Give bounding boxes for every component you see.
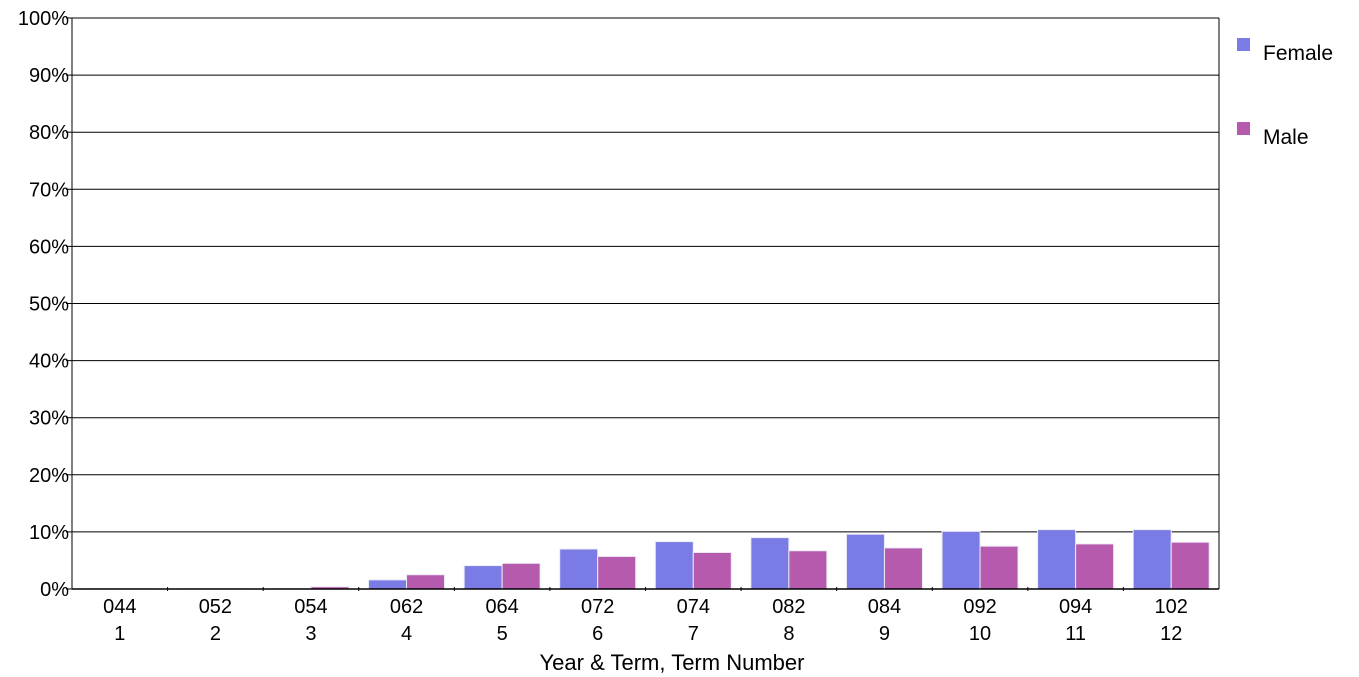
legend-swatch-male (1237, 122, 1250, 135)
bars (81, 529, 1210, 590)
x-term-number-label: 11 (1065, 623, 1086, 645)
x-tick-label: 084 (868, 596, 901, 618)
x-term-number-label: 5 (497, 623, 508, 645)
bar-male-094 (1075, 543, 1115, 590)
y-tick-label: 30% (29, 408, 69, 430)
bar-male-072 (597, 555, 637, 590)
gridlines (72, 17, 1220, 589)
x-tick-label: 054 (294, 596, 327, 618)
x-term-number-label: 8 (783, 623, 794, 645)
x-tick-label: 102 (1155, 596, 1188, 618)
bar-female-062 (368, 579, 408, 590)
y-tick-label: 10% (29, 522, 69, 544)
x-tick-label: 092 (963, 596, 996, 618)
legend: Female Male (1237, 38, 1333, 149)
axes (66, 17, 1219, 591)
y-tick-label: 50% (29, 294, 69, 316)
legend-label-male: Male (1263, 126, 1309, 149)
bar-female-084 (845, 533, 885, 590)
legend-label-female: Female (1263, 42, 1333, 65)
x-term-number-label: 12 (1160, 623, 1182, 645)
x-term-number-label: 7 (688, 623, 699, 645)
tick-labels: 0%10%20%30%40%50%60%70%80%90%100%0441052… (18, 8, 1188, 645)
bar-female-102 (1132, 529, 1172, 590)
x-term-number-label: 10 (969, 623, 991, 645)
x-term-number-label: 3 (305, 623, 316, 645)
bar-male-074 (692, 551, 732, 590)
y-tick-label: 70% (29, 179, 69, 201)
bar-female-064 (463, 565, 503, 590)
x-tick-label: 074 (677, 596, 710, 618)
bar-female-074 (654, 541, 694, 590)
x-tick-label: 094 (1059, 596, 1092, 618)
bar-male-082 (788, 550, 828, 590)
x-term-number-label: 4 (401, 623, 412, 645)
bar-male-092 (979, 545, 1019, 590)
x-term-number-label: 9 (879, 623, 890, 645)
x-tick-label: 072 (581, 596, 614, 618)
y-tick-label: 60% (29, 236, 69, 258)
x-term-number-label: 6 (592, 623, 603, 645)
x-tick-label: 052 (199, 596, 232, 618)
legend-swatch-female (1237, 38, 1250, 51)
x-axis-title: Year & Term, Term Number (540, 650, 805, 675)
y-tick-label: 90% (29, 65, 69, 87)
y-tick-label: 20% (29, 465, 69, 487)
bar-female-092 (941, 530, 981, 590)
bar-female-082 (750, 537, 790, 590)
bar-female-072 (559, 548, 599, 590)
x-term-number-label: 1 (114, 623, 125, 645)
y-tick-label: 80% (29, 122, 69, 144)
bar-male-064 (501, 562, 541, 590)
x-tick-label: 082 (772, 596, 805, 618)
x-tick-label: 064 (485, 596, 518, 618)
bar-male-102 (1170, 541, 1210, 590)
y-tick-label: 0% (40, 579, 69, 601)
x-tick-label: 044 (103, 596, 136, 618)
bar-male-062 (406, 574, 446, 590)
bar-female-094 (1037, 529, 1077, 590)
bar-male-084 (883, 547, 923, 590)
x-term-number-label: 2 (210, 623, 221, 645)
y-tick-label: 40% (29, 351, 69, 373)
x-tick-label: 062 (390, 596, 423, 618)
y-tick-label: 100% (18, 8, 69, 30)
